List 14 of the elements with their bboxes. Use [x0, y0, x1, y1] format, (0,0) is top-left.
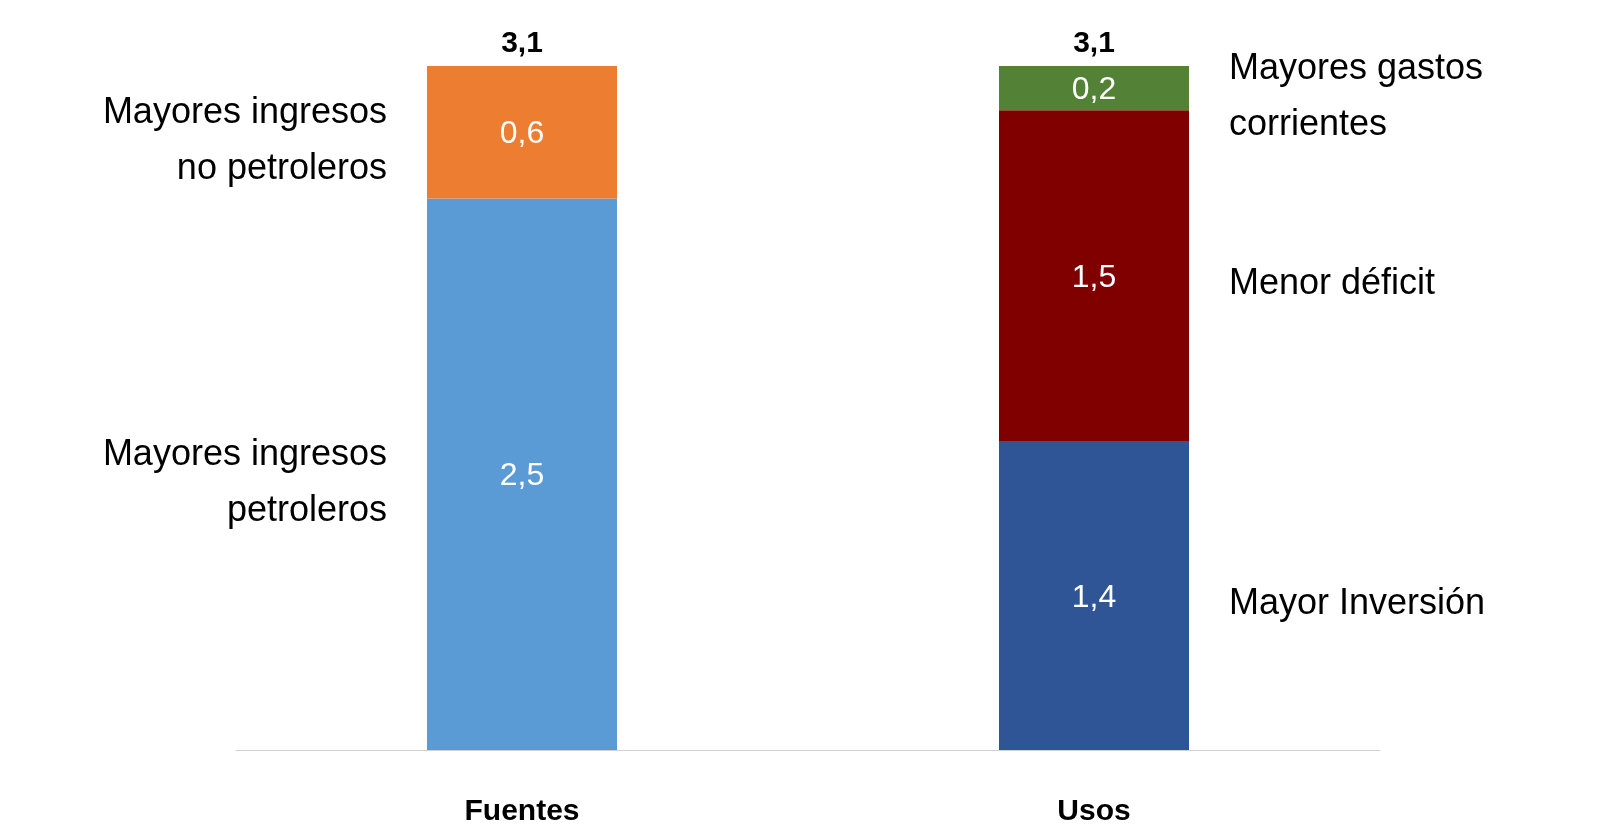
series-label: Mayores ingresos petroleros	[102, 431, 387, 529]
series-label: Mayores gastos corrientes	[1229, 45, 1484, 143]
series-label: Menor déficit	[1229, 261, 1436, 303]
data-label: 1,5	[1071, 257, 1117, 294]
total-label: 3,1	[501, 24, 543, 58]
x-tick-label: Fuentes	[464, 792, 580, 826]
series-label: Mayores ingresos no petroleros	[102, 89, 387, 187]
data-label: 2,5	[499, 456, 545, 493]
data-label: 0,6	[499, 114, 545, 151]
total-label: 3,1	[1073, 24, 1115, 58]
data-label: 0,2	[1071, 70, 1117, 107]
data-label: 1,4	[1071, 577, 1117, 614]
x-tick-label: Usos	[1057, 792, 1131, 826]
series-label: Mayor Inversión	[1229, 581, 1486, 623]
